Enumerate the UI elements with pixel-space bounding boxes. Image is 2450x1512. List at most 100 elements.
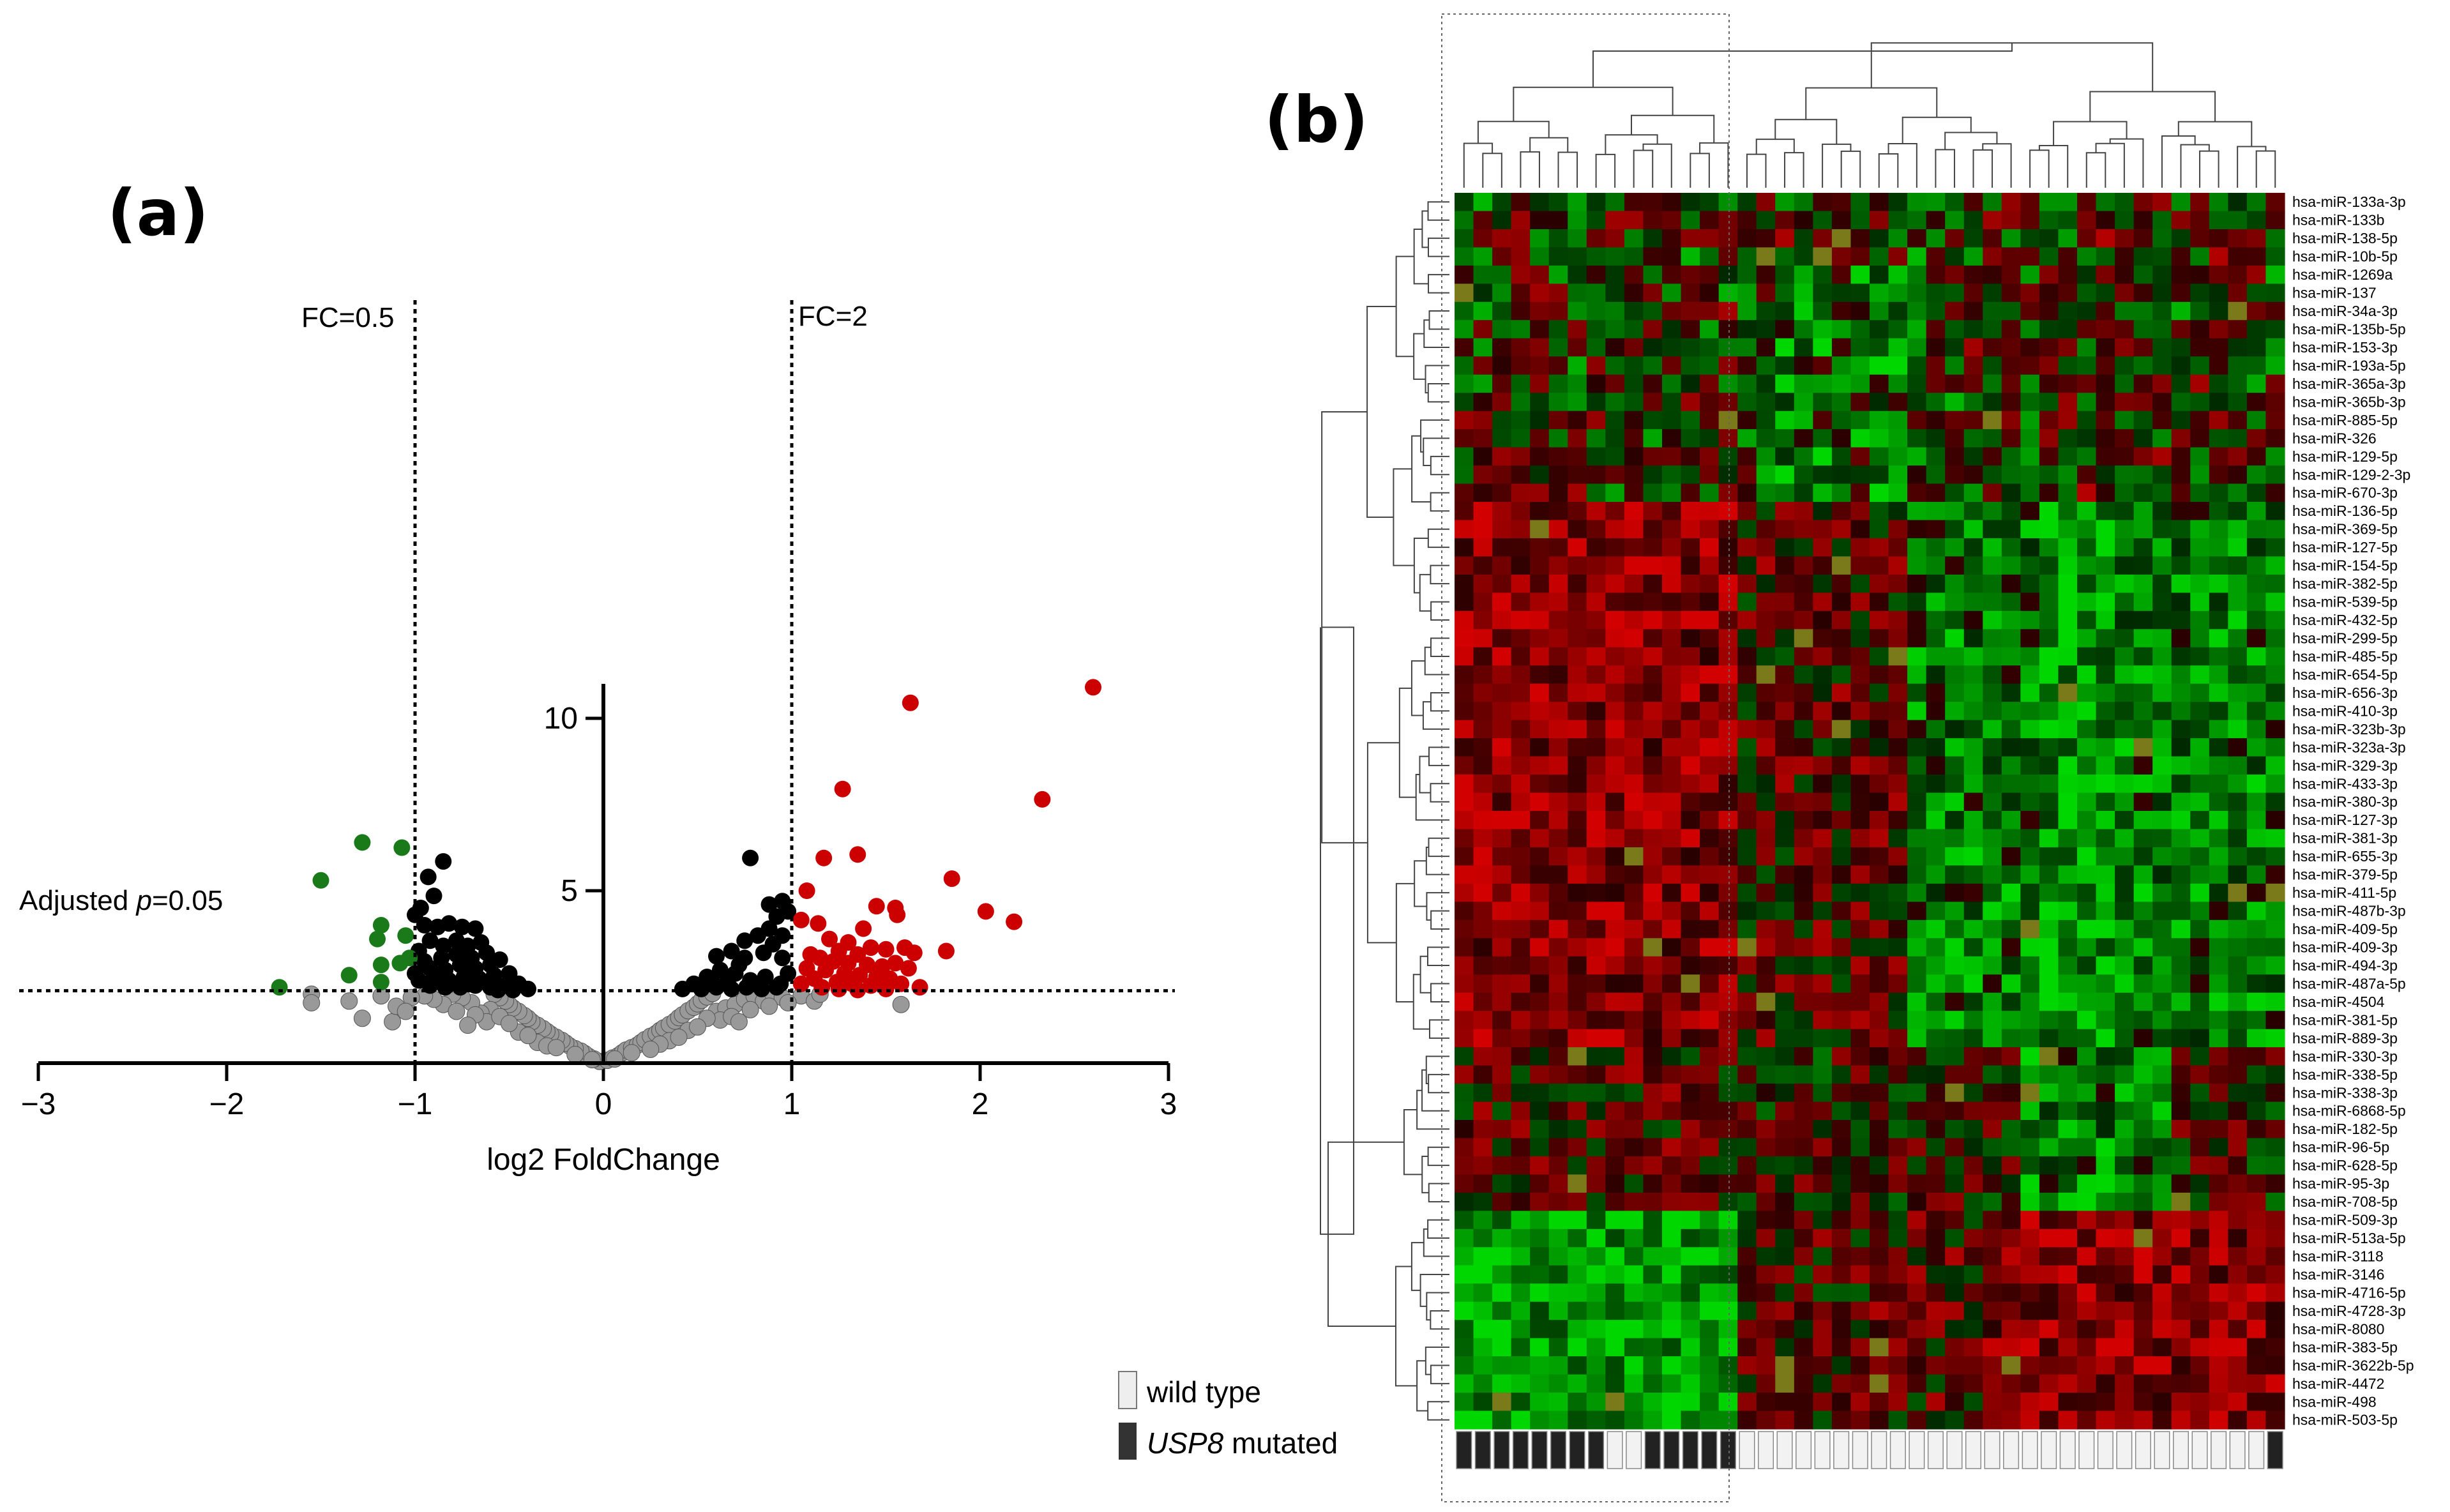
cell-r49-c23 [1888,1084,1908,1103]
cell-r36-c7 [1586,847,1606,866]
cell-r43-c1 [1473,974,1493,994]
cell-r41-c1 [1473,938,1493,957]
cell-r45-c43 [2265,1011,2285,1030]
cell-r60-c40 [2209,1283,2228,1303]
cell-r10-c9 [1624,374,1644,393]
cell-r67-c10 [1643,1410,1663,1430]
cell-r25-c24 [1907,647,1927,666]
row-dendro-link [1423,437,1449,467]
cell-r44-c37 [2152,992,2172,1011]
cell-r65-c3 [1511,1374,1531,1393]
cell-r57-c2 [1492,1228,1512,1248]
cell-r47-c18 [1794,1047,1813,1066]
cell-r61-c8 [1605,1301,1625,1320]
y-tick-label-10: 10 [544,702,578,736]
cell-r31-c21 [1850,756,1870,775]
cell-r20-c41 [2228,556,2248,575]
point-up-regulated-34 [817,962,835,979]
cell-r21-c36 [2133,574,2153,593]
cell-r54-c6 [1568,1174,1587,1193]
cell-r53-c12 [1681,1156,1700,1176]
cell-r20-c33 [2077,556,2097,575]
cell-r47-c13 [1700,1047,1720,1066]
cell-r25-c43 [2265,647,2285,666]
cell-r15-c36 [2133,465,2153,485]
row-label-67: hsa-miR-503-5p [2292,1412,2398,1428]
cell-r17-c18 [1794,502,1813,521]
cell-r28-c12 [1681,702,1700,721]
cell-r47-c14 [1718,1047,1738,1066]
cell-r52-c37 [2152,1138,2172,1157]
cell-r30-c21 [1850,738,1870,757]
cell-r34-c36 [2133,811,2153,830]
cell-r64-c4 [1530,1356,1550,1375]
cell-r62-c34 [2096,1320,2115,1339]
cell-r66-c23 [1888,1393,1908,1412]
cell-r48-c38 [2171,1065,2191,1084]
cell-r54-c14 [1718,1174,1738,1193]
cell-r2-c6 [1568,229,1587,248]
cell-r37-c19 [1813,865,1833,884]
cell-r51-c6 [1568,1120,1587,1139]
cell-r3-c42 [2246,247,2267,266]
x-tick-label-3: 3 [1160,1087,1177,1121]
cell-r2-c13 [1700,229,1720,248]
point-up-regulated-9 [868,898,885,915]
cell-r6-c26 [1945,301,1965,321]
cell-r21-c38 [2171,574,2191,593]
cell-r52-c36 [2133,1138,2153,1157]
cell-r62-c22 [1870,1320,1889,1339]
cell-r63-c6 [1568,1338,1587,1357]
point-down-regulated-8 [372,956,389,974]
cell-r54-c5 [1548,1174,1568,1193]
cell-r38-c40 [2209,883,2228,902]
cell-r46-c8 [1605,1029,1625,1048]
point-not-significant-fold-change-62 [711,962,729,979]
cell-r49-c15 [1737,1084,1757,1103]
cell-r61-c3 [1511,1301,1531,1320]
cell-r57-c35 [2115,1228,2135,1248]
cell-r53-c25 [1926,1156,1946,1176]
cell-r62-c30 [2020,1320,2040,1339]
cell-r17-c38 [2171,502,2191,521]
cell-r27-c38 [2171,683,2191,702]
row-dendro-link [1425,1346,1449,1375]
cell-r9-c41 [2228,356,2248,375]
cell-r52-c21 [1850,1138,1870,1157]
cell-r23-c11 [1662,610,1682,630]
row-dendro-link [1415,774,1449,821]
cell-r67-c11 [1662,1410,1682,1430]
row-label-17: hsa-miR-136-5p [2292,503,2398,519]
cell-r0-c20 [1831,193,1852,212]
cell-r35-c15 [1737,829,1757,848]
cell-r66-c2 [1492,1393,1512,1412]
cell-r57-c3 [1511,1228,1531,1248]
point-not-significant-fold-change-20 [708,948,725,965]
cell-r38-c32 [2058,883,2078,902]
cell-r0-c42 [2246,193,2267,212]
cell-r32-c14 [1718,775,1738,794]
cell-r32-c17 [1775,775,1795,794]
cell-r16-c37 [2152,483,2172,503]
cell-r50-c31 [2039,1101,2059,1121]
row-label-11: hsa-miR-365b-3p [2292,393,2406,410]
cell-r1-c16 [1756,211,1776,230]
cell-r9-c3 [1511,356,1531,375]
point-down-regulated-1 [393,839,411,856]
col-dendro-link [2177,121,2253,147]
cell-r37-c12 [1681,865,1700,884]
cell-r38-c16 [1756,883,1776,902]
cell-r53-c13 [1700,1156,1720,1176]
cell-r66-c5 [1548,1393,1568,1412]
cell-r31-c9 [1624,756,1644,775]
cell-r42-c28 [1983,956,2002,975]
cell-r37-c2 [1492,865,1512,884]
cell-r62-c28 [1983,1320,2002,1339]
cell-r31-c8 [1605,756,1625,775]
cell-r39-c0 [1455,902,1474,921]
cell-r8-c37 [2152,338,2172,357]
cell-r29-c42 [2246,720,2267,739]
cell-r21-c20 [1831,574,1852,593]
cell-r7-c20 [1831,320,1852,339]
cell-r53-c29 [2001,1156,2021,1176]
